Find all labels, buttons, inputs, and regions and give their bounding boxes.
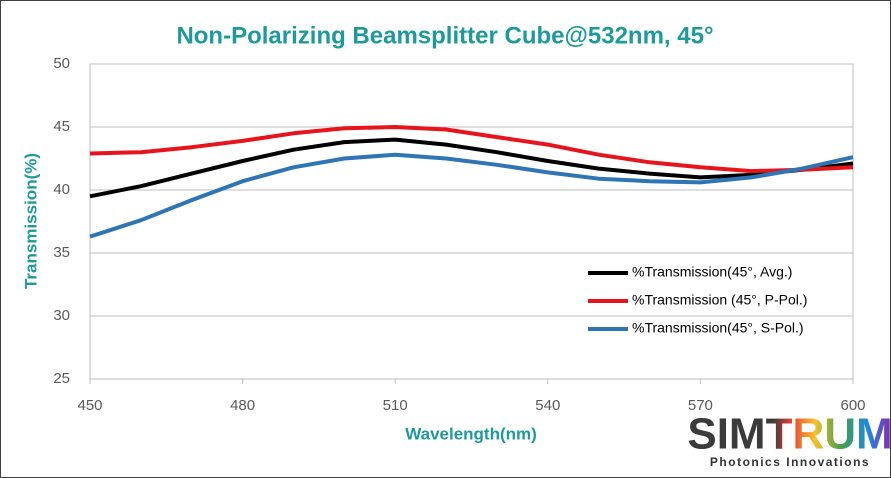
y-tick-label: 50 — [53, 55, 70, 72]
legend-label: %Transmission(45°, Avg.) — [632, 264, 792, 280]
plot-border — [89, 63, 854, 380]
x-tick-label: 540 — [535, 397, 560, 414]
data-line — [89, 152, 854, 239]
x-tick-label: 450 — [77, 397, 102, 414]
logo-tagline: Photonics Innovations — [710, 455, 870, 469]
x-tick-label: 510 — [383, 397, 408, 414]
y-tick-label: 35 — [53, 244, 70, 261]
logo-name: SIMTRUM — [687, 410, 891, 459]
legend-label: %Transmission(45°, S-Pol.) — [632, 320, 804, 336]
y-tick-label: 30 — [53, 307, 70, 324]
data-line — [89, 125, 854, 174]
y-tick-label: 40 — [53, 181, 70, 198]
y-tick-label: 45 — [53, 118, 70, 135]
chart-title: Non-Polarizing Beamsplitter Cube@532nm, … — [176, 22, 713, 49]
y-axis-label: Transmission(%) — [21, 153, 40, 289]
x-tick-label: 570 — [688, 397, 713, 414]
y-tick-label: 25 — [53, 370, 70, 387]
data-line — [89, 137, 854, 199]
x-axis-label: Wavelength(nm) — [405, 424, 537, 443]
x-tick-label: 480 — [230, 397, 255, 414]
legend-label: %Transmission (45°, P-Pol.) — [632, 292, 807, 308]
x-tick-label: 600 — [840, 397, 865, 414]
